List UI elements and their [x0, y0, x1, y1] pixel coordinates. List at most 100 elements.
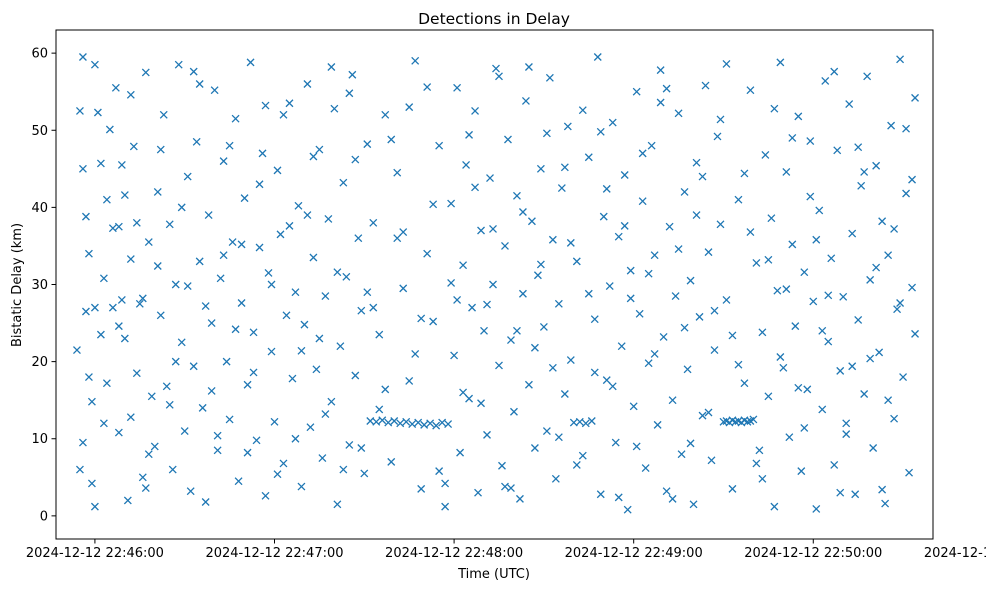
data-point [477, 399, 485, 408]
x-tick-label: 2024-12-12 22:50:00 [744, 546, 882, 561]
data-point [387, 135, 396, 144]
data-point [120, 191, 129, 199]
data-point [854, 316, 863, 324]
data-point [321, 410, 330, 419]
data-point [692, 158, 701, 167]
x-axis-ticks: 2024-12-12 22:46:00 2024-12-12 22:47:00 20… [26, 539, 986, 561]
data-point [96, 330, 105, 339]
data-point [800, 423, 809, 432]
data-point [108, 303, 117, 312]
data-point [123, 496, 132, 505]
data-point [480, 326, 488, 335]
data-point [501, 241, 509, 250]
data-point [357, 306, 366, 315]
data-point [602, 184, 611, 193]
data-point [255, 243, 264, 252]
data-point [776, 58, 785, 67]
data-point [261, 491, 270, 500]
data-point [845, 100, 854, 108]
data-point [722, 295, 731, 304]
y-tick-label: 10 [31, 432, 48, 447]
data-point [486, 174, 494, 183]
data-point [638, 197, 647, 206]
data-point [375, 405, 384, 414]
data-point [246, 58, 255, 67]
y-tick-label: 20 [31, 355, 48, 370]
data-point [695, 312, 704, 321]
data-point [704, 408, 713, 417]
data-point [384, 418, 393, 427]
data-point [372, 417, 381, 426]
data-point [333, 268, 342, 277]
data-point [483, 430, 491, 439]
data-point [869, 444, 878, 452]
data-point [536, 164, 545, 173]
x-tick-label: 2024-12-12 22:51:00 [924, 546, 986, 561]
data-point [96, 159, 105, 168]
data-point [761, 150, 770, 159]
data-point [174, 60, 183, 69]
data-point [417, 484, 426, 493]
data-point [674, 245, 683, 253]
data-point [462, 161, 471, 169]
data-point [447, 278, 456, 287]
x-axis-label: Time (UTC) [457, 567, 530, 582]
data-point [656, 98, 665, 107]
data-point [423, 249, 432, 258]
data-point [321, 292, 330, 301]
data-point [749, 415, 758, 424]
data-point [213, 431, 222, 440]
data-point [734, 360, 743, 369]
data-point [258, 149, 267, 158]
data-point [228, 238, 237, 247]
data-point [560, 390, 569, 398]
data-point [183, 282, 192, 291]
data-point [147, 392, 156, 401]
data-point [114, 322, 123, 331]
data-point [704, 248, 713, 257]
data-point [710, 346, 719, 355]
data-point [644, 359, 653, 368]
data-point [234, 477, 243, 486]
data-point [860, 167, 869, 176]
data-point [207, 319, 216, 328]
data-point [117, 295, 126, 304]
data-point [593, 53, 602, 61]
data-point [809, 297, 818, 306]
data-point [578, 106, 587, 115]
data-point [755, 446, 764, 455]
data-point [665, 222, 674, 231]
data-point [294, 201, 303, 210]
data-point [405, 103, 414, 112]
data-point [489, 280, 497, 289]
data-point [81, 307, 90, 316]
x-tick-label: 2024-12-12 22:46:00 [26, 546, 164, 561]
data-point [575, 417, 584, 426]
data-point [150, 442, 159, 451]
data-point [527, 217, 536, 226]
data-point [545, 73, 554, 82]
data-point [270, 417, 279, 426]
data-point [102, 379, 111, 388]
data-point [563, 122, 572, 131]
data-point [144, 238, 153, 247]
y-tick-label: 30 [31, 278, 48, 293]
data-point [351, 155, 360, 164]
data-point [596, 127, 605, 136]
x-tick-label: 2024-12-12 22:47:00 [205, 546, 343, 561]
data-point [626, 266, 635, 275]
data-point [495, 361, 503, 370]
data-point [650, 251, 659, 260]
data-point [474, 488, 482, 497]
data-point [378, 416, 387, 425]
plot-area-frame [55, 29, 934, 540]
data-point [252, 436, 261, 445]
data-point [656, 66, 665, 75]
data-point [504, 135, 512, 144]
data-point [797, 467, 806, 476]
data-point [186, 487, 195, 496]
data-point [821, 76, 830, 85]
data-point [626, 294, 635, 303]
data-point [465, 130, 474, 139]
data-point [635, 309, 644, 318]
